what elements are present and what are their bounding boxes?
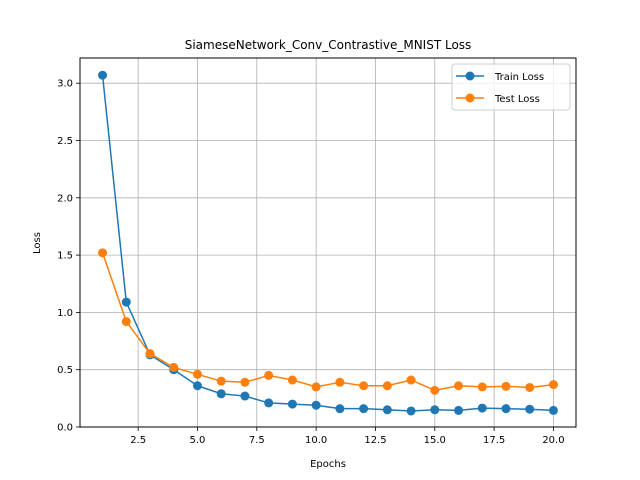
data-point-test-loss xyxy=(192,369,202,379)
x-tick-label: 10.0 xyxy=(305,435,327,446)
legend-marker-test xyxy=(465,93,475,103)
x-axis-label: Epochs xyxy=(310,459,346,470)
data-point-train-loss xyxy=(548,405,558,415)
x-tick-label: 7.5 xyxy=(249,435,265,446)
x-tick-label: 20.0 xyxy=(542,435,564,446)
data-point-test-loss xyxy=(430,385,440,395)
data-point-test-loss xyxy=(525,382,535,392)
data-point-train-loss xyxy=(430,405,440,415)
data-point-train-loss xyxy=(287,399,297,409)
data-point-test-loss xyxy=(240,377,250,387)
legend-label-test: Test Loss xyxy=(494,94,540,105)
data-point-train-loss xyxy=(216,389,226,399)
legend-marker-train xyxy=(465,71,475,81)
data-point-test-loss xyxy=(454,381,464,391)
data-point-test-loss xyxy=(382,381,392,391)
chart-title: SiameseNetwork_Conv_Contrastive_MNIST Lo… xyxy=(185,38,472,52)
data-point-test-loss xyxy=(145,349,155,359)
data-point-test-loss xyxy=(121,317,131,327)
data-point-test-loss xyxy=(406,375,416,385)
series-test-loss xyxy=(98,248,558,395)
data-point-test-loss xyxy=(477,382,487,392)
y-tick-label: 0.0 xyxy=(57,423,73,434)
data-point-train-loss xyxy=(382,405,392,415)
legend: Train Loss Test Loss xyxy=(451,63,571,111)
x-tick-label: 5.0 xyxy=(190,435,206,446)
y-tick-label: 2.0 xyxy=(57,193,73,204)
y-tick-label: 1.5 xyxy=(57,251,73,262)
data-point-test-loss xyxy=(216,376,226,386)
data-point-train-loss xyxy=(98,70,108,80)
data-point-test-loss xyxy=(287,375,297,385)
x-tick-label: 17.5 xyxy=(483,435,505,446)
y-tick-label: 2.5 xyxy=(57,136,73,147)
y-tick-label: 1.0 xyxy=(57,308,73,319)
data-point-train-loss xyxy=(335,404,345,414)
data-point-train-loss xyxy=(359,404,369,414)
data-point-train-loss xyxy=(121,297,131,307)
x-tick-label: 2.5 xyxy=(130,435,146,446)
y-tick-label: 0.5 xyxy=(57,365,73,376)
data-point-test-loss xyxy=(359,381,369,391)
series-layer xyxy=(98,70,558,416)
data-point-train-loss xyxy=(240,391,250,401)
data-point-test-loss xyxy=(98,248,108,258)
data-point-test-loss xyxy=(264,370,274,380)
data-point-train-loss xyxy=(264,398,274,408)
data-point-test-loss xyxy=(548,380,558,390)
plot-frame xyxy=(79,57,577,428)
data-point-test-loss xyxy=(311,382,321,392)
data-point-test-loss xyxy=(501,381,511,391)
legend-label-train: Train Loss xyxy=(494,72,544,83)
data-point-train-loss xyxy=(525,404,535,414)
x-tick-label: 15.0 xyxy=(424,435,446,446)
x-tick-label: 12.5 xyxy=(364,435,386,446)
data-point-train-loss xyxy=(192,381,202,391)
data-point-train-loss xyxy=(454,405,464,415)
data-point-train-loss xyxy=(406,406,416,416)
data-point-train-loss xyxy=(477,403,487,413)
data-point-train-loss xyxy=(501,404,511,414)
data-point-test-loss xyxy=(169,362,179,372)
y-tick-label: 3.0 xyxy=(57,79,73,90)
data-point-train-loss xyxy=(311,400,321,410)
data-point-test-loss xyxy=(335,377,345,387)
tick-layer: 2.5 5.0 7.5 10.0 12.5 15.0 17.5 20.0 0.0 0.5 1.0 1.… xyxy=(57,79,564,446)
y-axis-label: Loss xyxy=(32,232,43,254)
